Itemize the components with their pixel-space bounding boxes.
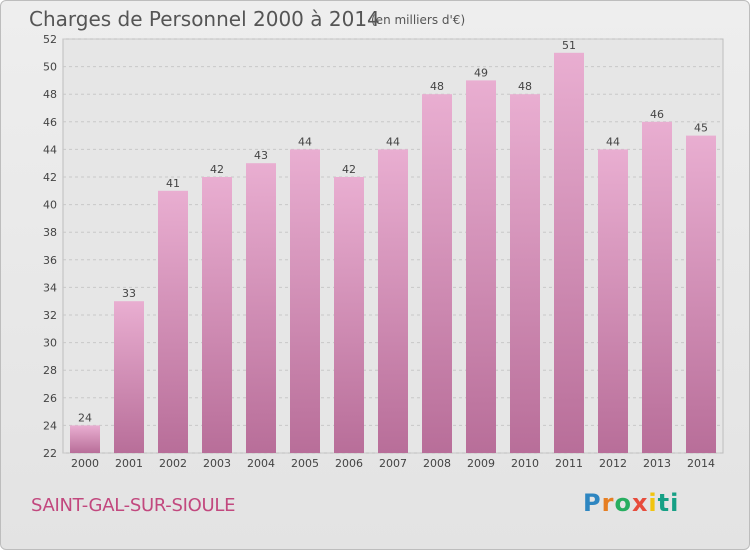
bar-2011 bbox=[554, 52, 584, 454]
value-label: 42 bbox=[210, 163, 224, 176]
bar-2014 bbox=[686, 135, 716, 453]
value-label: 44 bbox=[298, 135, 312, 148]
y-tick-label: 50 bbox=[43, 61, 57, 74]
y-axis-ticks: 22 24 26 28 30 32 34 36 38 40 42 44 46 48 50 52 bbox=[43, 33, 57, 460]
value-label: 48 bbox=[518, 80, 532, 93]
x-tick-label: 2005 bbox=[291, 457, 319, 470]
value-label: 24 bbox=[78, 411, 92, 424]
value-label: 33 bbox=[122, 287, 136, 300]
y-tick-label: 46 bbox=[43, 116, 57, 129]
y-tick-label: 44 bbox=[43, 143, 57, 156]
value-label: 42 bbox=[342, 163, 356, 176]
y-tick-label: 32 bbox=[43, 309, 57, 322]
bar-2013 bbox=[642, 121, 672, 454]
bar-2000 bbox=[70, 425, 100, 453]
bar-2003 bbox=[202, 177, 232, 453]
value-label: 46 bbox=[650, 108, 664, 121]
bar-2005 bbox=[290, 149, 320, 453]
y-tick-label: 48 bbox=[43, 88, 57, 101]
x-tick-label: 2006 bbox=[335, 457, 363, 470]
x-tick-label: 2009 bbox=[467, 457, 495, 470]
bar-2006 bbox=[334, 177, 364, 453]
y-tick-label: 30 bbox=[43, 337, 57, 350]
y-tick-label: 24 bbox=[43, 419, 57, 432]
y-tick-label: 34 bbox=[43, 281, 57, 294]
value-label: 49 bbox=[474, 66, 488, 79]
y-tick-label: 40 bbox=[43, 199, 57, 212]
bar-2004 bbox=[246, 163, 276, 453]
x-tick-label: 2011 bbox=[555, 457, 583, 470]
value-labels: 24 33 41 42 43 44 42 44 48 49 48 51 44 46 45 bbox=[78, 39, 708, 425]
town-name: SAINT-GAL-SUR-SIOULE bbox=[31, 495, 236, 516]
y-tick-label: 26 bbox=[43, 392, 57, 405]
value-label: 44 bbox=[386, 135, 400, 148]
value-label: 44 bbox=[606, 135, 620, 148]
bar-2012 bbox=[598, 149, 628, 453]
value-label: 43 bbox=[254, 149, 268, 162]
bar-2010 bbox=[510, 94, 540, 453]
y-tick-label: 28 bbox=[43, 364, 57, 377]
y-tick-label: 38 bbox=[43, 226, 57, 239]
x-tick-label: 2013 bbox=[643, 457, 671, 470]
x-tick-label: 2004 bbox=[247, 457, 275, 470]
value-label: 51 bbox=[562, 39, 576, 52]
value-label: 45 bbox=[694, 122, 708, 135]
y-tick-label: 52 bbox=[43, 33, 57, 46]
bar-2009 bbox=[466, 80, 496, 454]
bars bbox=[70, 52, 716, 454]
x-tick-label: 2007 bbox=[379, 457, 407, 470]
x-tick-label: 2014 bbox=[687, 457, 715, 470]
x-axis-ticks: 2000 2001 2002 2003 2004 2005 2006 2007 2008 2009… bbox=[71, 457, 715, 470]
bar-2008 bbox=[422, 94, 452, 453]
bar-2007 bbox=[378, 149, 408, 453]
chart-title: Charges de Personnel 2000 à 2014 bbox=[29, 7, 380, 31]
x-tick-label: 2008 bbox=[423, 457, 451, 470]
bar-2001 bbox=[114, 301, 144, 453]
x-tick-label: 2000 bbox=[71, 457, 99, 470]
chart-subtitle: (en milliers d'€) bbox=[371, 13, 466, 27]
value-label: 48 bbox=[430, 80, 444, 93]
value-label: 41 bbox=[166, 177, 180, 190]
y-tick-label: 22 bbox=[43, 447, 57, 460]
y-tick-label: 42 bbox=[43, 171, 57, 184]
y-tick-label: 36 bbox=[43, 254, 57, 267]
x-tick-label: 2002 bbox=[159, 457, 187, 470]
x-tick-label: 2010 bbox=[511, 457, 539, 470]
proxiti-logo[interactable]: Proxiti bbox=[583, 489, 680, 517]
bar-2002 bbox=[158, 190, 188, 454]
x-tick-label: 2001 bbox=[115, 457, 143, 470]
x-tick-label: 2012 bbox=[599, 457, 627, 470]
x-tick-label: 2003 bbox=[203, 457, 231, 470]
